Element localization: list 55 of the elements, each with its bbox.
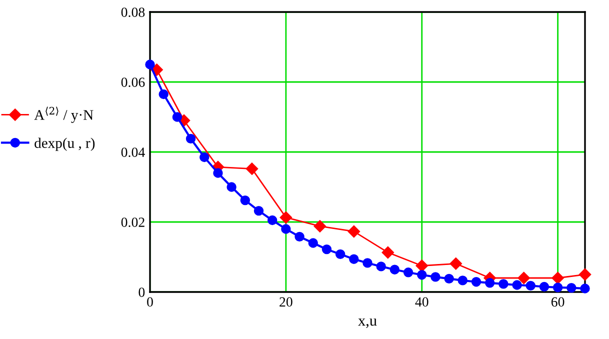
x-tick-label: 0	[147, 297, 153, 307]
point	[417, 270, 427, 280]
point	[416, 260, 428, 272]
point	[382, 246, 394, 259]
point	[213, 168, 223, 178]
point	[450, 258, 462, 270]
point	[348, 225, 360, 238]
x-tick-label: 40	[415, 297, 428, 307]
point	[526, 280, 536, 291]
point	[254, 206, 264, 216]
point	[158, 89, 168, 100]
x-tick-label: 60	[551, 297, 564, 307]
point	[308, 238, 318, 248]
point	[280, 211, 292, 224]
point	[566, 282, 576, 293]
point	[186, 134, 196, 144]
point	[518, 272, 530, 284]
point	[430, 272, 440, 282]
point	[267, 215, 278, 226]
point	[552, 272, 564, 284]
point	[552, 282, 563, 292]
point	[539, 282, 550, 292]
y-tick-label: 0.02	[121, 218, 144, 228]
point	[335, 249, 346, 260]
legend-label: A$^{⟨2⟩}$ / y·N	[34, 106, 94, 123]
point	[172, 112, 182, 122]
point	[444, 274, 454, 284]
point	[322, 244, 332, 254]
point	[240, 195, 250, 206]
point	[580, 284, 590, 294]
legend-label: dexp(u , r)	[34, 138, 95, 151]
point	[512, 280, 522, 290]
point	[390, 264, 400, 274]
x-axis-title: x,u	[358, 318, 377, 328]
point	[349, 254, 359, 264]
point	[362, 258, 372, 268]
point	[294, 232, 304, 242]
point	[458, 276, 468, 286]
point	[498, 279, 508, 289]
y-tick-label: 0	[138, 288, 145, 297]
point	[314, 220, 326, 232]
x-tick-label: 20	[280, 297, 292, 307]
point	[376, 262, 386, 272]
point	[200, 152, 210, 162]
point	[281, 224, 291, 234]
point	[471, 276, 482, 287]
point	[246, 162, 258, 175]
point	[578, 268, 592, 281]
y-tick-label: 0.08	[121, 8, 145, 18]
y-tick-label: 0.04	[121, 148, 145, 158]
point	[145, 60, 155, 70]
point	[484, 278, 495, 288]
y-tick-label: 0.06	[121, 78, 145, 88]
point	[403, 268, 414, 278]
point	[226, 182, 236, 192]
